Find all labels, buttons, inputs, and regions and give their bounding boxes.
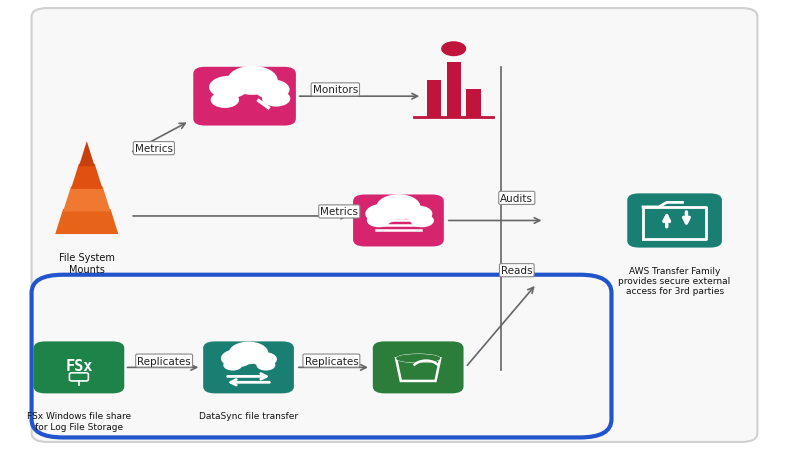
Circle shape: [410, 214, 434, 228]
Text: Replicates: Replicates: [137, 356, 191, 366]
Bar: [466, 90, 481, 117]
FancyBboxPatch shape: [204, 342, 294, 393]
Text: Metrics: Metrics: [320, 207, 358, 217]
Text: Replicates: Replicates: [305, 356, 358, 366]
Circle shape: [442, 43, 466, 56]
Text: Metrics: Metrics: [135, 144, 173, 154]
Polygon shape: [71, 164, 103, 189]
Circle shape: [365, 204, 400, 224]
Ellipse shape: [396, 354, 440, 363]
Polygon shape: [79, 142, 95, 167]
Circle shape: [209, 77, 249, 99]
Circle shape: [262, 91, 290, 107]
Circle shape: [376, 195, 421, 220]
Text: DataSync file transfer: DataSync file transfer: [199, 411, 298, 420]
Circle shape: [255, 80, 290, 100]
Text: Monitors: Monitors: [312, 85, 358, 95]
FancyBboxPatch shape: [32, 9, 757, 442]
Text: Reads: Reads: [501, 266, 533, 276]
Text: File System
Mounts: File System Mounts: [59, 253, 114, 274]
Text: AWS Transfer Family
provides secure external
access for 3rd parties: AWS Transfer Family provides secure exte…: [619, 266, 731, 296]
Circle shape: [252, 352, 277, 367]
Circle shape: [367, 214, 391, 228]
FancyBboxPatch shape: [193, 68, 296, 126]
Circle shape: [404, 206, 432, 222]
Polygon shape: [55, 209, 118, 235]
FancyBboxPatch shape: [34, 342, 125, 393]
Polygon shape: [63, 187, 110, 212]
Text: Audits: Audits: [500, 193, 533, 203]
FancyBboxPatch shape: [627, 194, 722, 248]
Circle shape: [221, 350, 252, 368]
Text: FSx Windows file share
for Log File Storage: FSx Windows file share for Log File Stor…: [27, 411, 131, 431]
Bar: [447, 63, 461, 117]
Bar: [427, 81, 441, 117]
FancyBboxPatch shape: [372, 342, 464, 393]
Ellipse shape: [397, 355, 439, 362]
Circle shape: [229, 342, 268, 364]
Text: FSx: FSx: [65, 358, 92, 373]
Circle shape: [256, 360, 275, 371]
Circle shape: [211, 92, 239, 109]
FancyBboxPatch shape: [353, 195, 443, 247]
Circle shape: [223, 360, 242, 371]
Circle shape: [227, 67, 278, 96]
